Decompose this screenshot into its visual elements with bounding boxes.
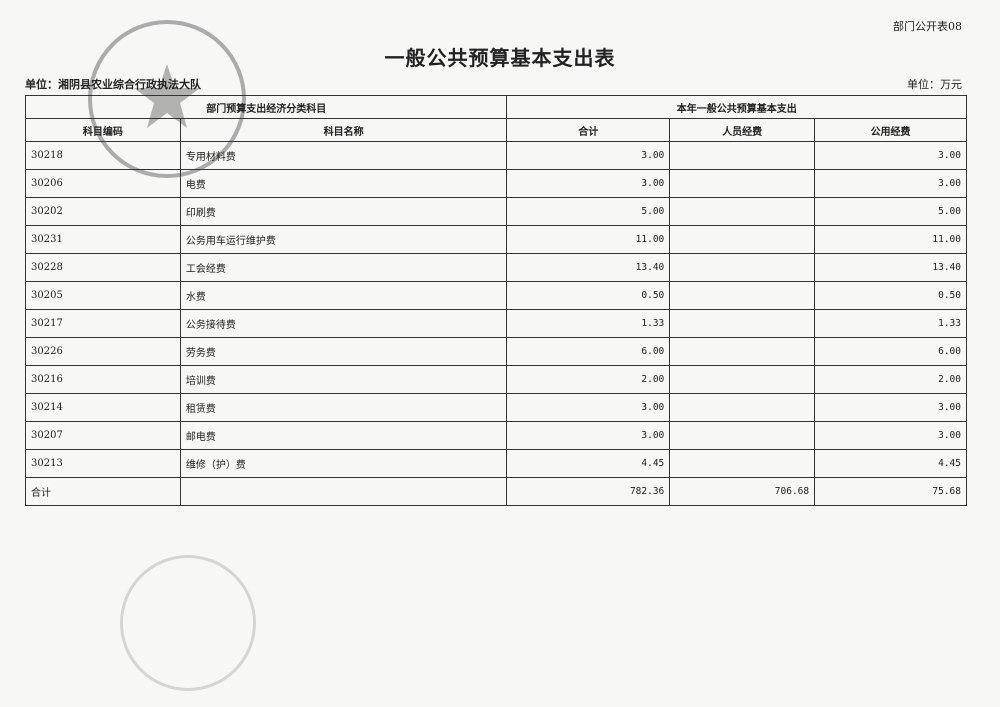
cell-name: 工会经费 <box>179 253 508 282</box>
cell-total: 1.33 <box>506 309 671 338</box>
cell-public: 13.40 <box>814 253 967 282</box>
cell-personnel <box>669 141 816 170</box>
header-group-left: 部门预算支出经济分类科目 <box>24 95 508 119</box>
table-row: 30214 租赁费 3.00 3.00 <box>25 393 967 422</box>
cell-personnel <box>669 197 816 226</box>
cell-total: 6.00 <box>506 337 671 366</box>
cell-total: 2.00 <box>506 365 671 394</box>
cell-personnel <box>669 365 816 394</box>
cell-public: 11.00 <box>814 225 967 254</box>
table-row: 30216 培训费 2.00 2.00 <box>25 365 967 394</box>
header-public: 公用经费 <box>814 118 967 142</box>
unit-org: 单位：湘阴县农业综合行政执法大队 <box>25 78 201 91</box>
cell-total: 3.00 <box>506 141 671 170</box>
header-personnel: 人员经费 <box>669 118 816 142</box>
cell-personnel <box>669 393 816 422</box>
cell-public: 3.00 <box>814 141 967 170</box>
cell-name: 水费 <box>179 281 508 310</box>
cell-public: 4.45 <box>814 449 967 478</box>
table-row: 30226 劳务费 6.00 6.00 <box>25 337 967 366</box>
cell-total: 4.45 <box>506 449 671 478</box>
cell-personnel <box>669 225 816 254</box>
cell-public: 0.50 <box>814 281 967 310</box>
cell-public: 5.00 <box>814 197 967 226</box>
cell-public: 3.00 <box>814 393 967 422</box>
cell-code: 30214 <box>25 393 181 422</box>
cell-total: 11.00 <box>506 225 671 254</box>
cell-name: 劳务费 <box>179 337 508 366</box>
cell-code: 30202 <box>25 197 181 226</box>
cell-total: 5.00 <box>506 197 671 226</box>
cell-personnel <box>669 169 816 198</box>
table-row: 30228 工会经费 13.40 13.40 <box>25 253 967 282</box>
table-row: 30231 公务用车运行维护费 11.00 11.00 <box>25 225 967 254</box>
cell-total: 13.40 <box>506 253 671 282</box>
cell-code: 30231 <box>25 225 181 254</box>
cell-name: 培训费 <box>179 365 508 394</box>
cell-total: 3.00 <box>506 393 671 422</box>
table-row: 30207 邮电费 3.00 3.00 <box>25 421 967 450</box>
cell-name: 电费 <box>179 169 508 198</box>
total-label: 合计 <box>25 477 181 506</box>
cell-total: 3.00 <box>506 169 671 198</box>
cell-name: 租赁费 <box>179 393 508 422</box>
table-row: 30205 水费 0.50 0.50 <box>25 281 967 310</box>
cell-name: 维修（护）费 <box>179 449 508 478</box>
page-title: 一般公共预算基本支出表 <box>384 46 616 70</box>
cell-code: 30217 <box>25 309 181 338</box>
cell-name: 专用材料费 <box>179 141 508 170</box>
form-number: 部门公开表08 <box>893 20 962 33</box>
cell-code: 30207 <box>25 421 181 450</box>
header-group-right: 本年一般公共预算基本支出 <box>506 95 967 119</box>
total-personnel: 706.68 <box>669 477 816 506</box>
cell-personnel <box>669 253 816 282</box>
header-name: 科目名称 <box>179 118 508 142</box>
cell-public: 2.00 <box>814 365 967 394</box>
total-name <box>179 477 508 506</box>
cell-code: 30218 <box>25 141 181 170</box>
cell-code: 30205 <box>25 281 181 310</box>
cell-public: 6.00 <box>814 337 967 366</box>
table-row: 30217 公务接待费 1.33 1.33 <box>25 309 967 338</box>
cell-code: 30213 <box>25 449 181 478</box>
cell-personnel <box>669 421 816 450</box>
cell-total: 3.00 <box>506 421 671 450</box>
total-row: 合计 782.36 706.68 75.68 <box>25 477 967 506</box>
header-total: 合计 <box>506 118 671 142</box>
total-sum: 782.36 <box>506 477 671 506</box>
table-row: 30206 电费 3.00 3.00 <box>25 169 967 198</box>
unit-currency: 单位：万元 <box>907 78 962 91</box>
cell-public: 3.00 <box>814 421 967 450</box>
table-row: 30218 专用材料费 3.00 3.00 <box>25 141 967 170</box>
cell-code: 30206 <box>25 169 181 198</box>
cell-personnel <box>669 449 816 478</box>
cell-personnel <box>669 281 816 310</box>
cell-name: 公务接待费 <box>179 309 508 338</box>
cell-name: 邮电费 <box>179 421 508 450</box>
cell-personnel <box>669 309 816 338</box>
cell-total: 0.50 <box>506 281 671 310</box>
faded-seal <box>120 555 256 691</box>
cell-code: 30228 <box>25 253 181 282</box>
cell-public: 3.00 <box>814 169 967 198</box>
cell-code: 30226 <box>25 337 181 366</box>
header-code: 科目编码 <box>25 118 181 142</box>
budget-table: 部门预算支出经济分类科目 本年一般公共预算基本支出 科目编码 科目名称 合计 人… <box>24 95 967 506</box>
table-row: 30213 维修（护）费 4.45 4.45 <box>25 449 967 478</box>
table-row: 30202 印刷费 5.00 5.00 <box>25 197 967 226</box>
cell-public: 1.33 <box>814 309 967 338</box>
total-public: 75.68 <box>814 477 967 506</box>
cell-code: 30216 <box>25 365 181 394</box>
cell-personnel <box>669 337 816 366</box>
cell-name: 印刷费 <box>179 197 508 226</box>
cell-name: 公务用车运行维护费 <box>179 225 508 254</box>
